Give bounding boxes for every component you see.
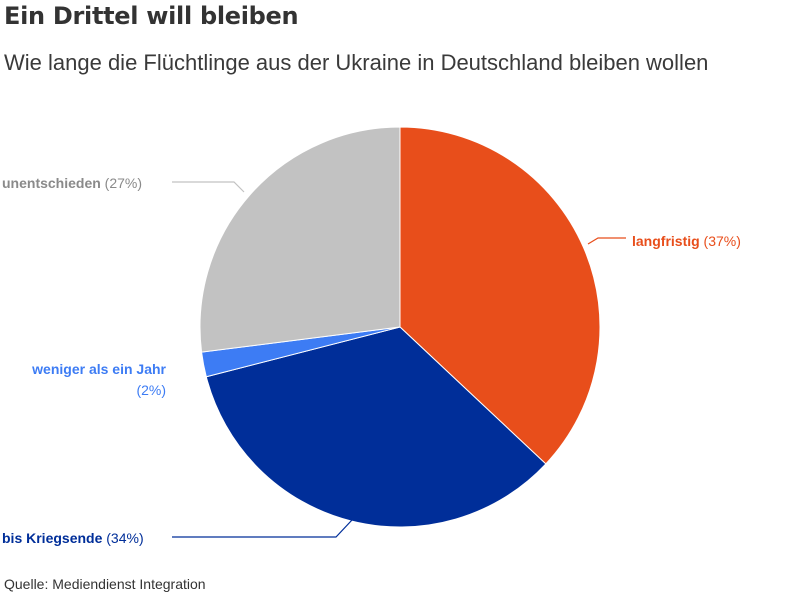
leader-lines (172, 181, 626, 538)
slice-label-value: (34%) (102, 530, 143, 546)
pie-slice-langfristig (399, 126, 601, 465)
source-note: Quelle: Mediendienst Integration (4, 576, 206, 592)
leader-line-bis-kriegsende (172, 519, 353, 538)
slice-label-weniger-als-ein-jahr-line-2: (2%) (136, 382, 166, 398)
slice-label-name: weniger als ein Jahr (31, 361, 166, 377)
chart-subtitle: Wie lange die Flüchtlinge aus der Ukrain… (4, 50, 709, 75)
slice-label-name: bis Kriegsende (2, 530, 103, 546)
slice-label-unentschieden: unentschieden (27%) (2, 175, 142, 191)
slice-label-name: unentschieden (2, 175, 101, 191)
pie-slice-bis-kriegsende (205, 326, 547, 528)
pie-slice-unentschieden (199, 126, 401, 353)
slice-label-langfristig: langfristig (37%) (632, 233, 741, 249)
slice-labels: langfristig (37%) bis Kriegsende (34%) wen… (2, 175, 741, 546)
slice-label-value: (27%) (101, 175, 142, 191)
slice-label-bis-kriegsende: bis Kriegsende (34%) (2, 530, 144, 546)
slice-label-name: langfristig (632, 233, 700, 249)
slice-label-weniger-als-ein-jahr-line-1: weniger als ein Jahr (31, 361, 166, 377)
slice-label-value: (2%) (136, 382, 166, 398)
leader-line-langfristig (587, 237, 626, 245)
leader-line-unentschieden (172, 181, 245, 193)
pie-slices (199, 126, 601, 528)
slice-label-value: (37%) (700, 233, 741, 249)
chart-title: Ein Drittel will bleiben (4, 2, 299, 30)
